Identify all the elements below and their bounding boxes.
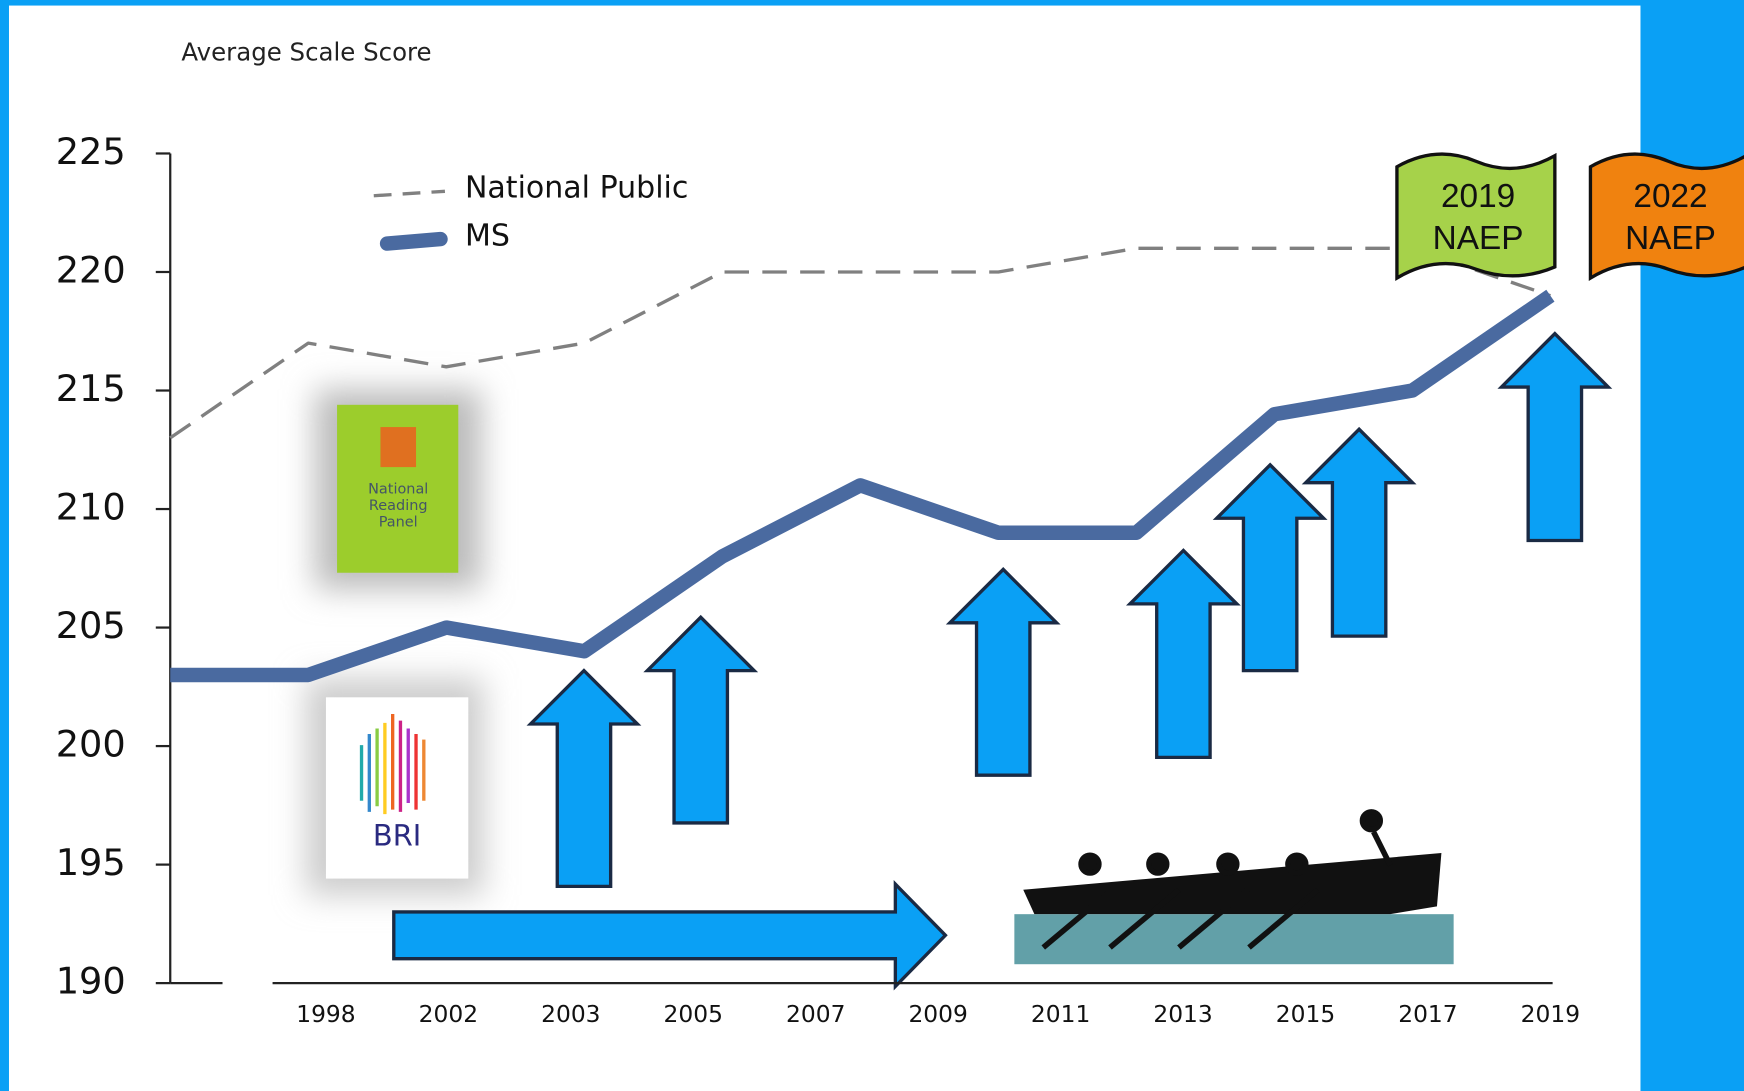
x-tick-label: 2017 bbox=[1398, 1000, 1457, 1028]
banner-text: 2019 bbox=[1441, 178, 1515, 215]
y-tick-label: 220 bbox=[56, 248, 126, 291]
y-tick-label: 195 bbox=[56, 841, 126, 884]
x-tick-label: 2007 bbox=[786, 1000, 845, 1028]
x-tick-label: 2002 bbox=[419, 1000, 478, 1028]
banner-text: 2022 bbox=[1633, 178, 1707, 215]
bri-text: BRI bbox=[373, 818, 421, 852]
x-tick-label: 2015 bbox=[1276, 1000, 1335, 1028]
y-tick-label: 190 bbox=[56, 960, 126, 1003]
y-tick-label: 225 bbox=[56, 130, 126, 173]
banner-text: NAEP bbox=[1625, 220, 1716, 257]
y-tick-label: 215 bbox=[56, 367, 126, 410]
legend-label: MS bbox=[465, 218, 510, 253]
y-axis-label: Average Scale Score bbox=[181, 37, 431, 66]
legend-swatch bbox=[387, 239, 440, 243]
page: Average Scale Score NationalReadingPanel… bbox=[0, 0, 1744, 1091]
chart: Average Scale Score NationalReadingPanel… bbox=[0, 0, 1744, 1091]
x-tick-label: 2003 bbox=[541, 1000, 600, 1028]
x-tick-label: 2005 bbox=[664, 1000, 723, 1028]
x-tick-label: 2019 bbox=[1521, 1000, 1580, 1028]
y-tick-label: 205 bbox=[56, 604, 126, 647]
banner bbox=[1397, 154, 1555, 278]
x-tick-label: 2009 bbox=[908, 1000, 967, 1028]
banner bbox=[1590, 154, 1744, 278]
y-tick-label: 200 bbox=[56, 723, 126, 766]
x-tick-label: 2011 bbox=[1031, 1000, 1090, 1028]
y-tick-label: 210 bbox=[56, 486, 126, 529]
legend-label: National Public bbox=[465, 171, 688, 206]
x-tick-label: 1998 bbox=[296, 1000, 355, 1028]
x-tick-label: 2013 bbox=[1153, 1000, 1212, 1028]
water bbox=[1014, 914, 1453, 964]
book-icon bbox=[380, 427, 416, 467]
banner-text: NAEP bbox=[1433, 220, 1524, 257]
